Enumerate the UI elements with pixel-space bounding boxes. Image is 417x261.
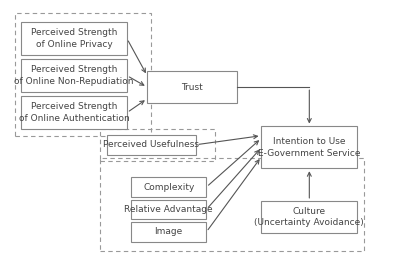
Text: Intention to Use
E-Government Service: Intention to Use E-Government Service: [258, 137, 361, 158]
Text: Trust: Trust: [181, 83, 203, 92]
Text: Perceived Strength
of Online Authentication: Perceived Strength of Online Authenticat…: [19, 102, 129, 123]
Text: Perceived Usefulness: Perceived Usefulness: [103, 140, 199, 149]
Text: Complexity: Complexity: [143, 182, 194, 192]
FancyBboxPatch shape: [21, 96, 127, 129]
Text: Perceived Strength
of Online Non-Repudiation: Perceived Strength of Online Non-Repudia…: [14, 65, 134, 86]
FancyBboxPatch shape: [131, 222, 206, 242]
Text: Perceived Strength
of Online Privacy: Perceived Strength of Online Privacy: [31, 28, 117, 49]
FancyBboxPatch shape: [107, 135, 196, 155]
FancyBboxPatch shape: [131, 177, 206, 197]
Text: Image: Image: [155, 227, 183, 236]
FancyBboxPatch shape: [261, 126, 357, 168]
FancyBboxPatch shape: [147, 71, 237, 103]
FancyBboxPatch shape: [261, 201, 357, 233]
FancyBboxPatch shape: [21, 22, 127, 55]
Text: Relative Advantage: Relative Advantage: [124, 205, 213, 214]
Text: Culture
(Uncertainty Avoidance): Culture (Uncertainty Avoidance): [254, 207, 364, 227]
FancyBboxPatch shape: [21, 59, 127, 92]
FancyBboxPatch shape: [131, 200, 206, 219]
